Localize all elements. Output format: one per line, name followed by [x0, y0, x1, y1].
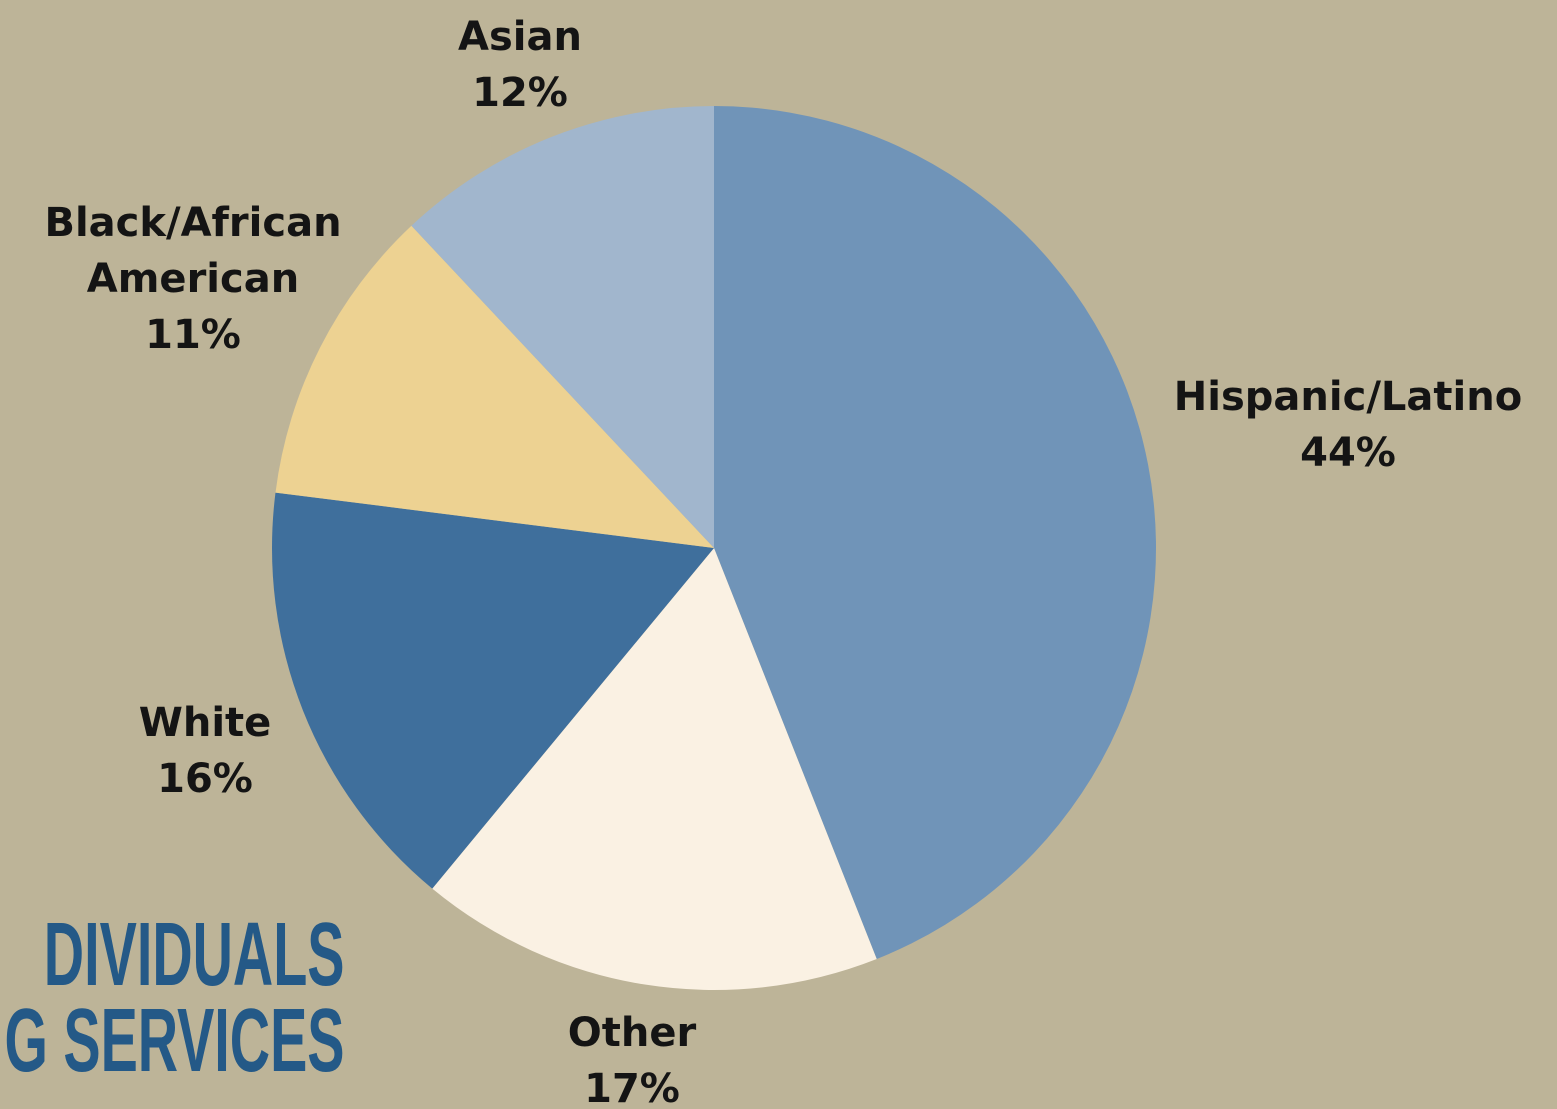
- pie-slice-0: [714, 106, 1157, 959]
- slice-value-label-4: 12%: [472, 70, 568, 116]
- slice-value-label-1: 17%: [584, 1066, 680, 1109]
- heading-text: DIVIDUALS G SERVICES: [5, 912, 345, 1084]
- pie-slice-1: [432, 548, 877, 990]
- pie-slice-4: [411, 106, 714, 548]
- slice-category-label-0-0: Hispanic/Latino: [1174, 374, 1522, 420]
- slice-category-label-1-0: Other: [568, 1010, 697, 1056]
- slice-value-label-3: 11%: [145, 312, 241, 358]
- slice-category-label-3-0: Black/African: [44, 200, 341, 246]
- pie-slice-2: [272, 492, 714, 889]
- slice-category-label-2-0: White: [139, 700, 272, 746]
- slice-category-label-4-0: Asian: [458, 14, 582, 60]
- heading-fragment: DIVIDUALS G SERVICES: [0, 912, 345, 1102]
- slice-value-label-0: 44%: [1300, 430, 1396, 476]
- slice-value-label-2: 16%: [157, 756, 253, 802]
- pie-slices: [272, 106, 1157, 990]
- pie-slice-3: [275, 225, 714, 548]
- slice-category-label-3-1: American: [87, 256, 299, 302]
- pie-labels: Hispanic/Latino 44% Other 17% White 16% Black/…: [44, 14, 1522, 1109]
- heading-line-2: G SERVICES: [4, 991, 345, 1084]
- heading-line-1: DIVIDUALS: [44, 912, 345, 1005]
